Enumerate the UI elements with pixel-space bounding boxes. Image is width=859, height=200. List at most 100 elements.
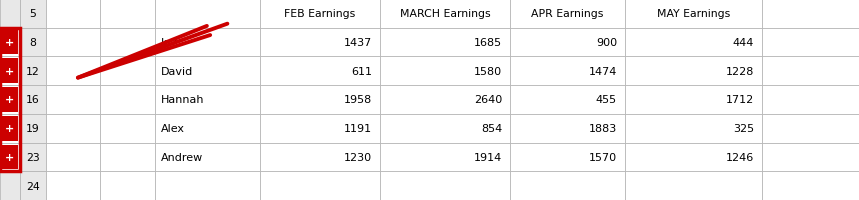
Bar xyxy=(2,145,18,169)
Text: 24: 24 xyxy=(26,181,40,191)
Text: 325: 325 xyxy=(733,124,754,134)
Bar xyxy=(20,86,46,114)
Bar xyxy=(20,29,46,57)
Bar xyxy=(510,57,625,86)
Text: 1228: 1228 xyxy=(726,66,754,76)
Bar xyxy=(0,29,20,57)
Bar xyxy=(20,143,46,171)
Text: 1474: 1474 xyxy=(588,66,617,76)
Bar xyxy=(46,0,100,29)
Bar xyxy=(100,0,155,29)
Text: 854: 854 xyxy=(481,124,502,134)
Bar xyxy=(762,57,859,86)
Bar xyxy=(155,171,260,200)
Text: MAY Earnings: MAY Earnings xyxy=(657,9,730,19)
Bar xyxy=(380,0,510,29)
Bar xyxy=(0,171,20,200)
Text: 1958: 1958 xyxy=(344,95,372,105)
Text: +: + xyxy=(5,124,15,134)
Bar xyxy=(510,86,625,114)
Bar xyxy=(46,57,100,86)
Bar xyxy=(260,171,380,200)
Bar xyxy=(155,86,260,114)
Text: +: + xyxy=(5,66,15,76)
Text: 1230: 1230 xyxy=(344,152,372,162)
Text: Joy: Joy xyxy=(161,38,178,48)
Bar xyxy=(510,143,625,171)
Bar xyxy=(260,114,380,143)
Text: 1712: 1712 xyxy=(726,95,754,105)
Bar xyxy=(20,57,46,86)
Text: 455: 455 xyxy=(596,95,617,105)
Text: 2640: 2640 xyxy=(474,95,502,105)
Bar xyxy=(46,86,100,114)
Bar xyxy=(46,171,100,200)
Bar xyxy=(625,114,762,143)
Bar xyxy=(625,86,762,114)
Bar xyxy=(0,0,20,29)
Bar xyxy=(155,29,260,57)
Bar xyxy=(2,59,18,84)
Text: 5: 5 xyxy=(29,9,36,19)
Bar xyxy=(260,86,380,114)
Text: APR Earnings: APR Earnings xyxy=(532,9,604,19)
Bar xyxy=(20,0,46,29)
Bar xyxy=(625,57,762,86)
Bar xyxy=(380,171,510,200)
Text: MARCH Earnings: MARCH Earnings xyxy=(399,9,490,19)
Bar xyxy=(0,86,20,114)
Text: 444: 444 xyxy=(733,38,754,48)
Bar xyxy=(46,143,100,171)
Text: 16: 16 xyxy=(26,95,40,105)
Bar xyxy=(155,114,260,143)
Text: 12: 12 xyxy=(26,66,40,76)
Bar xyxy=(380,29,510,57)
Bar xyxy=(260,0,380,29)
Text: 900: 900 xyxy=(596,38,617,48)
Bar xyxy=(46,114,100,143)
Bar xyxy=(0,57,20,86)
Bar xyxy=(155,57,260,86)
Bar xyxy=(155,0,260,29)
Bar xyxy=(46,29,100,57)
Bar xyxy=(2,31,18,55)
Bar xyxy=(510,171,625,200)
Text: 1883: 1883 xyxy=(588,124,617,134)
Text: +: + xyxy=(5,95,15,105)
Text: 23: 23 xyxy=(26,152,40,162)
Text: 1191: 1191 xyxy=(344,124,372,134)
Bar xyxy=(20,114,46,143)
Text: +: + xyxy=(5,38,15,48)
Text: 1246: 1246 xyxy=(726,152,754,162)
Text: 1570: 1570 xyxy=(589,152,617,162)
Bar xyxy=(762,171,859,200)
Text: David: David xyxy=(161,66,193,76)
Bar xyxy=(0,114,20,143)
Bar xyxy=(260,143,380,171)
Bar xyxy=(625,29,762,57)
Bar xyxy=(380,57,510,86)
Bar xyxy=(762,86,859,114)
Bar xyxy=(100,29,155,57)
Bar xyxy=(625,171,762,200)
Text: +: + xyxy=(5,152,15,162)
Bar xyxy=(260,57,380,86)
Bar xyxy=(2,88,18,112)
Text: Hannah: Hannah xyxy=(161,95,204,105)
Bar xyxy=(762,29,859,57)
Bar xyxy=(155,143,260,171)
Bar xyxy=(510,0,625,29)
Bar xyxy=(510,29,625,57)
Text: 19: 19 xyxy=(26,124,40,134)
Bar xyxy=(20,171,46,200)
Text: 1914: 1914 xyxy=(474,152,502,162)
Bar xyxy=(100,171,155,200)
Text: 611: 611 xyxy=(351,66,372,76)
Bar xyxy=(762,114,859,143)
Text: Andrew: Andrew xyxy=(161,152,204,162)
Bar xyxy=(380,86,510,114)
Text: Alex: Alex xyxy=(161,124,185,134)
Bar xyxy=(762,0,859,29)
Bar xyxy=(380,143,510,171)
Bar xyxy=(625,143,762,171)
